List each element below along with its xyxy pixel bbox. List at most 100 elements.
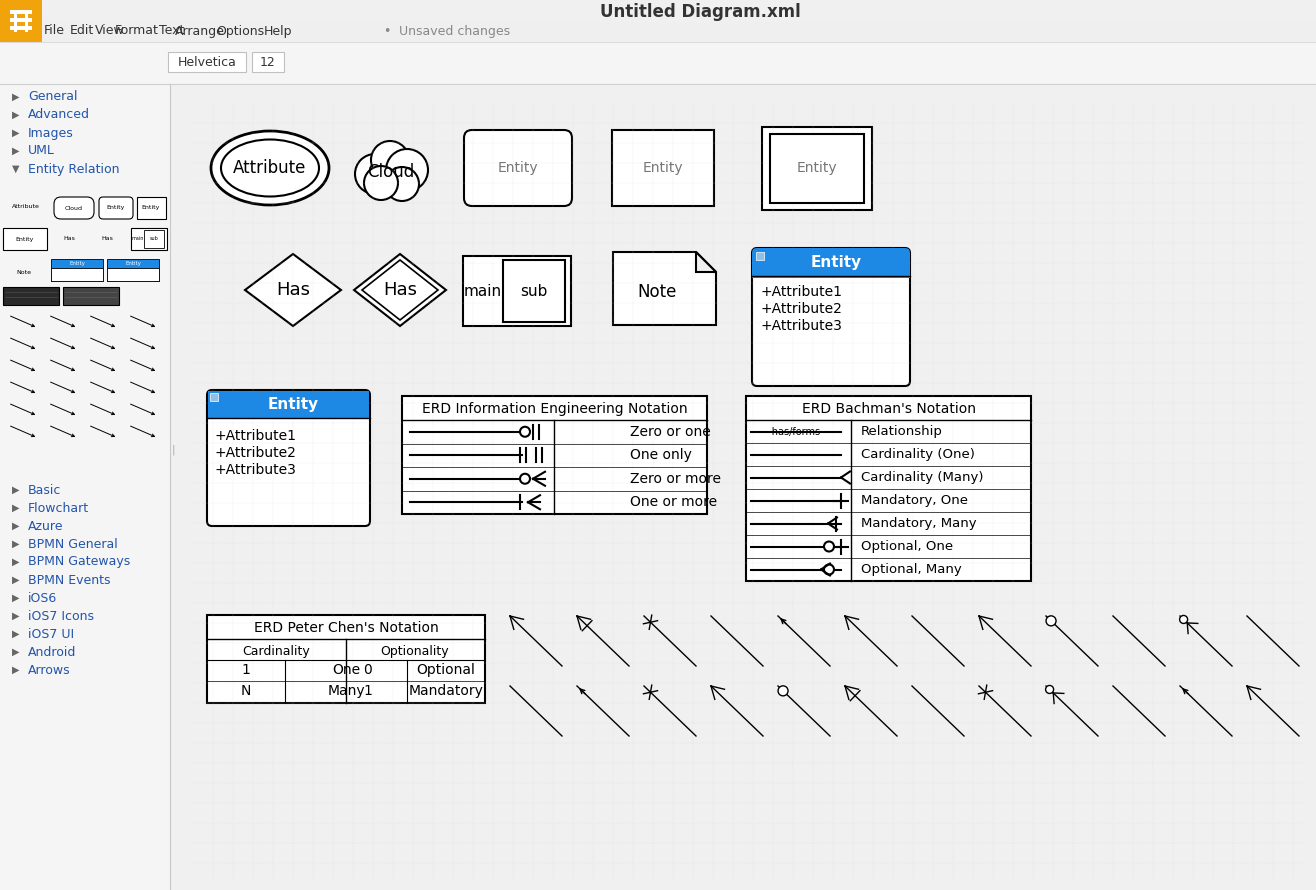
Text: ▶: ▶ [12, 503, 20, 513]
Text: ERD Bachman's Notation: ERD Bachman's Notation [801, 402, 975, 416]
Bar [170, 84, 1316, 890]
Text: ▶: ▶ [12, 575, 20, 585]
Text: Entity: Entity [107, 206, 125, 211]
Polygon shape [613, 252, 716, 325]
Text: Note: Note [637, 283, 676, 301]
Text: Entity: Entity [642, 161, 683, 175]
Circle shape [1046, 685, 1054, 693]
Text: Zero or more: Zero or more [630, 472, 721, 486]
Bar [107, 259, 159, 281]
FancyBboxPatch shape [54, 197, 93, 219]
Text: Optional, Many: Optional, Many [861, 563, 962, 576]
Polygon shape [3, 260, 45, 282]
Circle shape [386, 149, 428, 191]
Text: Edit: Edit [70, 25, 95, 37]
Bar [762, 127, 873, 210]
Bar [51, 259, 103, 281]
Bar [0, 42, 1316, 84]
Bar [0, 0, 42, 42]
Text: Relationship: Relationship [861, 425, 942, 438]
Text: Cardinality (One): Cardinality (One) [861, 448, 975, 461]
Text: ERD Information Engineering Notation: ERD Information Engineering Notation [421, 402, 687, 416]
Text: Optional: Optional [417, 663, 475, 677]
Text: Has: Has [101, 237, 113, 241]
Bar [746, 396, 1030, 581]
Text: Images: Images [28, 126, 74, 140]
Bar [51, 268, 103, 281]
Text: BPMN Gateways: BPMN Gateways [28, 555, 130, 569]
Text: N: N [241, 684, 251, 698]
Bar [208, 391, 368, 418]
Text: UML: UML [28, 144, 55, 158]
FancyBboxPatch shape [99, 197, 133, 219]
Polygon shape [362, 260, 438, 320]
Text: General: General [28, 91, 78, 103]
Bar [14, 10, 17, 32]
Text: Entity: Entity [811, 255, 862, 270]
Bar [143, 230, 164, 248]
Bar [0, 84, 170, 890]
Bar [11, 26, 32, 30]
Text: Android: Android [28, 645, 76, 659]
Text: iOS7 UI: iOS7 UI [28, 627, 74, 641]
Bar [0, 0, 1316, 22]
Bar [11, 18, 32, 22]
Circle shape [1046, 616, 1055, 626]
Bar [3, 228, 47, 250]
Text: ▶: ▶ [12, 665, 20, 675]
Text: +Attribute2: +Attribute2 [761, 302, 842, 316]
Bar [193, 103, 1303, 881]
Text: Mandatory, Many: Mandatory, Many [861, 517, 976, 530]
Text: Has: Has [63, 237, 75, 241]
Text: Azure: Azure [28, 520, 63, 532]
Text: Note: Note [17, 270, 32, 274]
Circle shape [824, 564, 834, 575]
Bar [770, 134, 865, 203]
Text: 1: 1 [363, 684, 372, 698]
Circle shape [1179, 616, 1187, 624]
Text: iOS7 Icons: iOS7 Icons [28, 610, 93, 622]
Text: 12: 12 [261, 55, 276, 69]
Text: Options: Options [216, 25, 265, 37]
Text: +Attribute3: +Attribute3 [761, 319, 842, 333]
Text: Unsaved changes: Unsaved changes [400, 25, 511, 37]
Text: Has: Has [276, 281, 311, 299]
Text: Basic: Basic [28, 483, 62, 497]
Polygon shape [245, 254, 341, 326]
Text: ▶: ▶ [12, 521, 20, 531]
Text: ▶: ▶ [12, 539, 20, 549]
Text: iOS6: iOS6 [28, 592, 58, 604]
Text: +Attribute1: +Attribute1 [215, 429, 297, 443]
FancyBboxPatch shape [207, 390, 370, 526]
Text: ▶: ▶ [12, 557, 20, 567]
Text: Arrows: Arrows [28, 664, 71, 676]
Text: Mandatory: Mandatory [408, 684, 483, 698]
Text: Arrange: Arrange [175, 25, 225, 37]
Text: Entity Relation: Entity Relation [28, 163, 120, 175]
Bar [207, 615, 486, 703]
Circle shape [778, 686, 788, 696]
Text: Flowchart: Flowchart [28, 501, 89, 514]
Text: ▶: ▶ [12, 593, 20, 603]
Text: ERD Peter Chen's Notation: ERD Peter Chen's Notation [254, 621, 438, 635]
Text: Entity: Entity [268, 397, 318, 411]
Text: +Attribute2: +Attribute2 [215, 446, 297, 460]
Text: —has/forms—: —has/forms— [762, 426, 830, 436]
Bar [25, 10, 28, 32]
Text: Help: Help [263, 25, 292, 37]
Text: Entity: Entity [125, 262, 141, 266]
Polygon shape [354, 254, 446, 326]
Bar [0, 22, 1316, 42]
Text: One only: One only [630, 449, 692, 462]
Circle shape [520, 473, 530, 484]
Text: +Attribute3: +Attribute3 [215, 463, 297, 477]
Bar [168, 52, 246, 72]
Text: main: main [132, 237, 145, 241]
Text: Cardinality (Many): Cardinality (Many) [861, 471, 983, 484]
Bar [107, 268, 159, 281]
Circle shape [824, 541, 834, 552]
Text: Attribute: Attribute [233, 159, 307, 177]
Polygon shape [99, 233, 114, 245]
Bar [132, 228, 167, 250]
Text: Helvetica: Helvetica [178, 55, 237, 69]
